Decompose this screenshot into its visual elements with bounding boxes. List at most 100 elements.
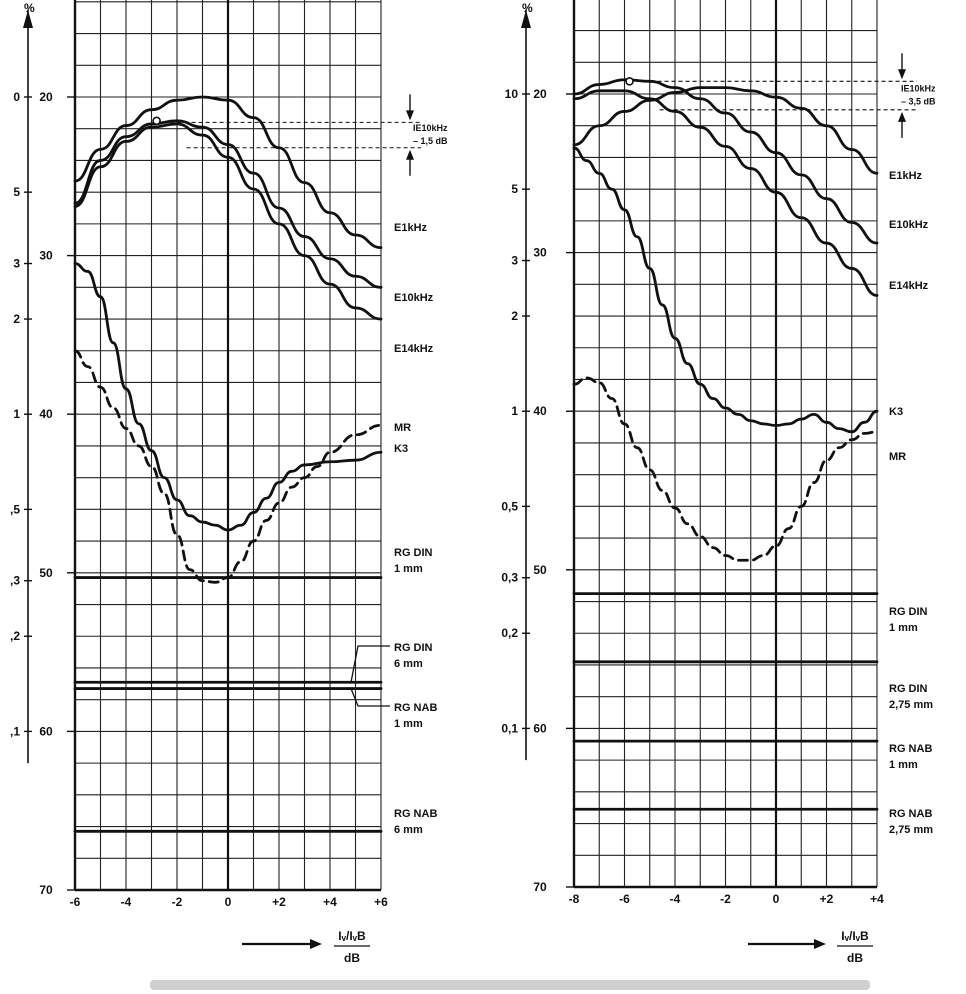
ann-arrow-down-head xyxy=(406,110,414,121)
db-tick-label: 50 xyxy=(533,563,547,577)
label-e1khz: E1kHz xyxy=(889,170,923,182)
db-tick-label: 50 xyxy=(39,566,53,580)
pct-tick-label: 3 xyxy=(13,257,20,271)
pct-tick-label: ,3 xyxy=(10,574,20,588)
label-rg-din-1-title: RG DIN xyxy=(394,547,433,559)
x-label-top: Iᵥ/IᵥB xyxy=(841,929,869,943)
db-tick-label: 40 xyxy=(533,404,547,418)
peak-marker xyxy=(152,116,161,126)
label-mr: MR xyxy=(394,422,411,434)
left-chart: % 0 5 3 2 1 ,5 ,3 ,2 ,1 20 30 40 50 60 70 -6 -4 -2 0 +2 +4 +6 I… xyxy=(10,0,448,965)
label-rg-nab-2-size: 6 mm xyxy=(394,824,423,836)
label-rg-nab-1-size: 1 mm xyxy=(394,718,423,730)
db-tick-label: 60 xyxy=(533,721,547,735)
x-tick-label: +4 xyxy=(323,895,337,909)
x-arrow-head xyxy=(310,939,322,949)
x-tick-label: -6 xyxy=(70,895,81,909)
label-e10khz: E10kHz xyxy=(889,219,929,231)
series-e1khz xyxy=(572,86,879,175)
pct-tick-label: 1 xyxy=(13,407,20,421)
peak-marker xyxy=(625,77,634,86)
pct-axis-arrow xyxy=(23,10,33,28)
pct-axis-label: % xyxy=(522,1,533,15)
label-rg-din-1-title: RG DIN xyxy=(889,606,928,618)
pct-tick-label: 5 xyxy=(511,182,518,196)
pct-tick-label: 0,3 xyxy=(501,571,518,585)
x-tick-label: 0 xyxy=(225,895,232,909)
leader-rg-nab-1 xyxy=(341,687,390,707)
db-tick-label: 60 xyxy=(39,724,53,738)
label-rg-din-2-size: 2,75 mm xyxy=(889,699,933,711)
pct-tick-label: ,5 xyxy=(10,502,20,516)
series-mr xyxy=(73,349,383,584)
pct-tick-label: 2 xyxy=(511,309,518,323)
label-e10khz: E10kHz xyxy=(394,292,434,304)
series-e10khz xyxy=(572,78,879,245)
pct-tick-label: 5 xyxy=(13,185,20,199)
pct-tick-label: 0,2 xyxy=(501,626,518,640)
label-rg-nab-1-title: RG NAB xyxy=(889,743,932,755)
label-rg-nab-2-size: 2,75 mm xyxy=(889,824,933,836)
db-tick-label: 70 xyxy=(533,880,547,894)
db-tick-label: 20 xyxy=(533,87,547,101)
db-tick-label: 30 xyxy=(39,249,53,263)
label-e14khz: E14kHz xyxy=(889,280,929,292)
label-e14khz: E14kHz xyxy=(394,343,434,355)
pct-tick-label: 3 xyxy=(511,254,518,268)
label-e1khz: E1kHz xyxy=(394,222,428,234)
pct-axis-label: % xyxy=(24,1,35,15)
series-e10khz xyxy=(73,119,383,289)
x-tick-label: +6 xyxy=(374,895,388,909)
x-tick-label: 0 xyxy=(773,892,780,906)
x-tick-label: -2 xyxy=(720,892,731,906)
label-rg-din-2-title: RG DIN xyxy=(889,683,928,695)
x-tick-label: +2 xyxy=(820,892,834,906)
series-mr xyxy=(572,376,879,562)
pct-tick-label: 10 xyxy=(505,87,519,101)
pct-tick-label: 0,5 xyxy=(501,499,518,513)
x-tick-label: +4 xyxy=(870,892,884,906)
pct-axis-arrow xyxy=(521,10,531,28)
label-rg-nab-2-title: RG NAB xyxy=(889,808,932,820)
x-tick-label: -4 xyxy=(121,895,132,909)
x-label-bottom: dB xyxy=(344,951,360,965)
x-tick-label: -6 xyxy=(619,892,630,906)
x-label-top: Iᵥ/IᵥB xyxy=(338,929,366,943)
db-tick-label: 30 xyxy=(533,246,547,260)
pct-tick-label: 0,1 xyxy=(501,721,518,735)
ann-arrow-up-head xyxy=(898,111,906,122)
label-k3: K3 xyxy=(394,443,408,455)
right-chart: % 10 5 3 2 1 0,5 0,3 0,2 0,1 20 30 40 50 60 70 -8 -6 -4 -2 0… xyxy=(501,0,936,965)
pct-tick-label: ,1 xyxy=(10,724,20,738)
caption-blur xyxy=(150,980,870,990)
series-k3 xyxy=(572,146,879,434)
label-rg-nab-1-title: RG NAB xyxy=(394,702,437,714)
label-rg-nab-1-size: 1 mm xyxy=(889,759,918,771)
label-k3: K3 xyxy=(889,406,903,418)
series-k3 xyxy=(73,262,383,532)
annotation-line1: IE10kHz xyxy=(413,123,448,133)
pct-tick-label: ,2 xyxy=(10,629,20,643)
series-e1khz xyxy=(73,95,383,250)
x-tick-label: +2 xyxy=(272,895,286,909)
x-tick-label: -2 xyxy=(172,895,183,909)
x-tick-label: -8 xyxy=(569,892,580,906)
series-e14khz xyxy=(572,89,879,297)
x-arrow-head xyxy=(814,939,826,949)
label-rg-nab-2-title: RG NAB xyxy=(394,808,437,820)
pct-tick-label: 0 xyxy=(13,90,20,104)
pct-tick-label: 1 xyxy=(511,404,518,418)
x-tick-label: -4 xyxy=(670,892,681,906)
label-rg-din-1-size: 1 mm xyxy=(889,622,918,634)
annotation-line2: – 3,5 dB xyxy=(901,97,936,107)
db-tick-label: 40 xyxy=(39,407,53,421)
db-tick-label: 70 xyxy=(39,883,53,897)
x-label-bottom: dB xyxy=(847,951,863,965)
label-rg-din-2-size: 6 mm xyxy=(394,658,423,670)
ann-arrow-up-head xyxy=(406,149,414,160)
series-e14khz xyxy=(73,122,383,321)
db-tick-label: 20 xyxy=(39,90,53,104)
label-mr: MR xyxy=(889,451,906,463)
annotation-line2: – 1,5 dB xyxy=(413,136,448,146)
